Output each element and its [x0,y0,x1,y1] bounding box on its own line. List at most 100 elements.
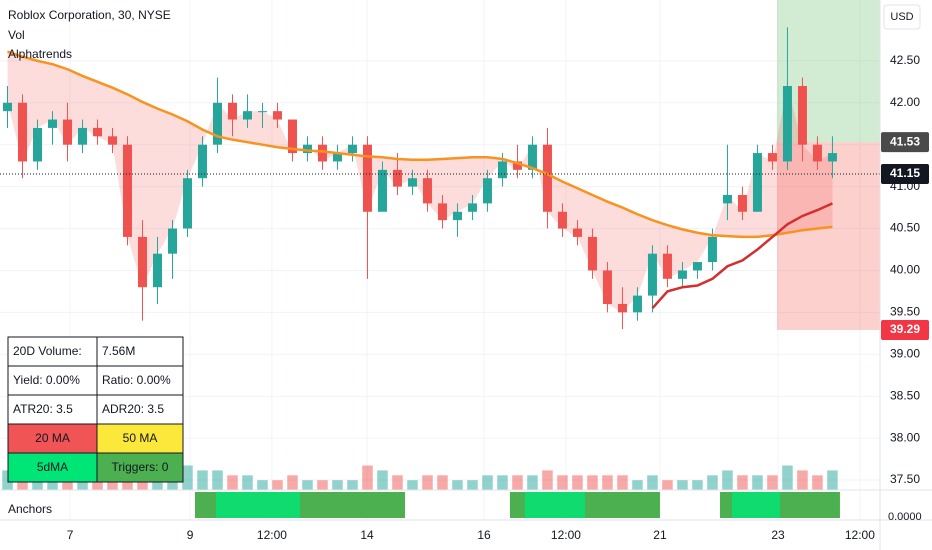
price-tag-label: 41.15 [890,166,920,180]
candle-body [32,127,42,162]
candle-body [302,144,312,154]
candle-body [92,127,102,137]
x-tick-label: 9 [187,528,194,542]
y-tick-label: 38.00 [890,430,920,444]
volume-bar [347,480,358,490]
candle-body [677,270,687,279]
candle-body [227,102,237,120]
price-tag-label: 39.29 [890,322,920,336]
candle-body [557,211,567,229]
target-zone [776,0,880,143]
candle-body [152,253,162,288]
volume-bar [722,470,733,490]
price-tag [881,132,929,153]
volume-bar [467,480,478,490]
volume-bar [827,470,838,490]
volume-bar [587,475,598,490]
candle-body [707,236,717,263]
table-text: 7.56M [102,344,135,358]
price-tag-label: 41.53 [890,134,920,148]
chart-title: Roblox Corporation, 30, NYSE [8,8,171,22]
candle-body [332,153,342,162]
volume-bar [737,475,748,490]
candle-body [317,144,327,162]
volume-bar [227,475,238,490]
price-tag [881,164,929,185]
candle-body [122,144,132,237]
table-text: Yield: 0.00% [13,373,80,387]
x-tick-label: 21 [653,528,667,542]
candle-body [197,144,207,179]
table-text: 20D Volume: [13,344,82,358]
volume-bar [482,475,493,490]
volume-bar [527,475,538,490]
volume-bar [62,475,73,490]
candle-body [62,119,72,145]
table-cell [96,452,184,483]
volume-bar [362,465,373,490]
y-tick-label: 40.50 [890,221,920,235]
table-text: Ratio: 0.00% [102,373,171,387]
volume-bar [272,480,283,490]
table-text: ATR20: 3.5 [13,402,73,416]
pane-label: Anchors [8,502,52,516]
candle-body [512,161,522,170]
indicator-label: Vol [8,28,25,42]
indicator-label: Alphatrends [8,47,72,61]
volume-bar [77,475,88,490]
table-text: 20 MA [35,431,70,445]
volume-bar [407,480,418,490]
volume-bar [242,475,253,490]
volume-bar [752,475,763,490]
stop-zone [776,142,880,330]
candle-body [392,169,402,187]
candle-body [722,194,732,204]
candle-body [242,111,252,120]
candle-body [827,153,837,162]
candle-body [167,228,177,254]
candle-body [377,169,387,212]
candle-body [497,161,507,179]
volume-bar [692,480,703,490]
candle-body [137,236,147,288]
candle-body [617,303,627,313]
y-tick-label: 42.00 [890,95,920,109]
volume-bar [572,475,583,490]
volume-bar [422,475,433,490]
currency-box[interactable] [883,4,921,30]
volume-bar [257,480,268,490]
candle-body [647,253,657,296]
y-tick-label: 39.50 [890,305,920,319]
x-tick-label: 12:00 [551,528,581,542]
candle-body [347,144,357,154]
table-text: 5dMA [37,460,68,474]
candle-body [212,102,222,145]
table-text: 50 MA [123,431,158,445]
volume-bar [47,480,58,490]
volume-bar [197,470,208,490]
volume-bar [542,470,553,490]
anchor-axis-label: 0.0000 [888,511,922,523]
volume-bar [17,475,28,490]
x-tick-label: 7 [67,528,74,542]
y-tick-label: 37.50 [890,472,920,486]
volume-bar [767,475,778,490]
table-text: ADR20: 3.5 [102,402,164,416]
y-tick-label: 40.00 [890,263,920,277]
candle-body [272,111,282,120]
table-cell [96,423,184,454]
volume-bar [2,470,13,490]
candle-body [662,253,672,279]
table-cell [7,452,98,483]
table-text: Triggers: 0 [112,460,169,474]
moving-average [651,202,833,310]
moving-average [7,50,833,239]
volume-bar [107,475,118,490]
volume-bar [617,475,628,490]
volume-bar [392,475,403,490]
candle-body [812,144,822,162]
volume-bar [512,475,523,490]
candle-body [17,102,27,162]
candle-body [422,178,432,204]
